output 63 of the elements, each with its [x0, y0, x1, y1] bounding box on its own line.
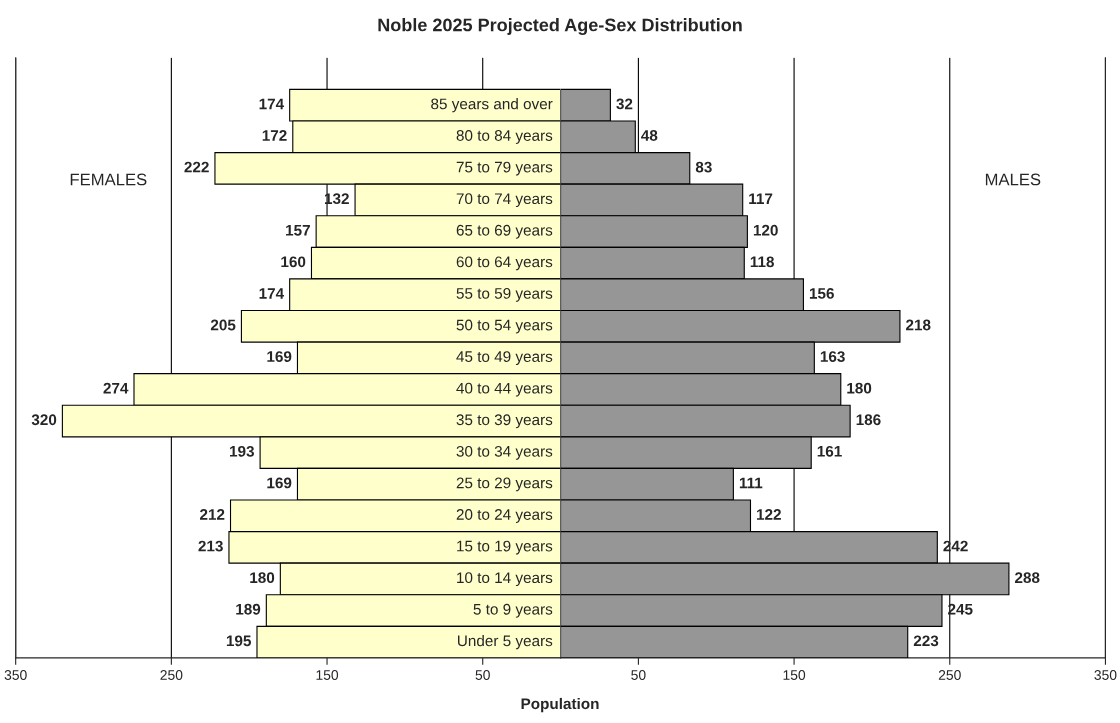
data-label: 174 — [259, 288, 285, 299]
data-label: 174 — [259, 98, 285, 110]
data-label: 117 — [749, 193, 773, 204]
x-tick-label: 50 — [475, 670, 490, 680]
data-label: 156 — [809, 288, 834, 299]
data-label: 193 — [230, 445, 254, 457]
y-tick-label: 60 to 64 years — [456, 256, 553, 271]
data-label: 111 — [739, 477, 763, 489]
data-label: 161 — [817, 445, 842, 457]
data-label: 48 — [641, 130, 658, 141]
y-tick-label: 80 to 84 years — [456, 130, 553, 144]
y-tick-label: 30 to 34 years — [456, 445, 553, 460]
y-tick-label: 50 to 54 years — [456, 319, 553, 334]
x-tick-label: 150 — [316, 670, 339, 680]
data-label: 218 — [906, 319, 931, 331]
data-label: 180 — [250, 572, 275, 584]
y-tick-label: 25 to 29 years — [456, 477, 553, 492]
data-label: 223 — [913, 635, 939, 647]
x-tick-label: 250 — [938, 670, 961, 680]
data-label: 32 — [616, 98, 633, 110]
data-label: 83 — [695, 161, 712, 173]
data-label: 213 — [198, 540, 223, 552]
data-label: 160 — [281, 256, 306, 268]
data-label: 274 — [103, 382, 129, 394]
data-label: 180 — [847, 382, 872, 394]
y-tick-label: 35 to 39 years — [456, 414, 553, 429]
x-tick-label: 350 — [1094, 670, 1117, 680]
data-label: 169 — [267, 351, 292, 362]
annotation: FEMALES — [70, 173, 147, 186]
data-label: 118 — [750, 256, 774, 268]
data-label: 288 — [1015, 572, 1040, 584]
y-tick-label: 65 to 69 years — [456, 224, 553, 239]
x-tick-label: 50 — [631, 670, 646, 680]
data-label: 172 — [262, 130, 287, 141]
y-tick-label: 15 to 19 years — [457, 540, 553, 555]
y-tick-label: 85 years and over — [431, 98, 553, 113]
y-tick-label: 20 to 24 years — [456, 509, 553, 523]
x-tick-label: 250 — [160, 670, 183, 680]
data-label: 157 — [286, 224, 310, 236]
y-tick-label: 45 to 49 years — [456, 351, 553, 366]
data-label: 205 — [210, 319, 236, 331]
y-tick-label: Under 5 years — [458, 635, 553, 650]
x-axis-title: Population — [521, 697, 599, 713]
data-label: 212 — [200, 509, 225, 520]
x-tick-label: 150 — [783, 670, 806, 680]
data-label: 195 — [226, 635, 252, 647]
y-tick-label: 70 to 74 years — [456, 193, 553, 208]
annotation: MALES — [985, 173, 1041, 186]
data-label: 120 — [753, 224, 778, 236]
y-tick-label: 10 to 14 years — [457, 572, 553, 587]
x-tick-label: 350 — [4, 670, 27, 680]
y-tick-label: 75 to 79 years — [456, 161, 553, 176]
data-label: 186 — [856, 414, 881, 426]
y-tick-label: 40 to 44 years — [456, 382, 553, 397]
y-tick-label: 5 to 9 years — [473, 603, 553, 618]
data-label: 163 — [820, 351, 845, 363]
data-label: 122 — [757, 509, 781, 520]
data-label: 169 — [267, 477, 292, 489]
chart-title: Noble 2025 Projected Age-Sex Distribution — [378, 18, 742, 35]
y-tick-label: 55 to 59 years — [456, 288, 553, 302]
data-label: 222 — [184, 161, 209, 173]
data-label: 320 — [31, 414, 57, 426]
data-label: 189 — [236, 603, 261, 615]
